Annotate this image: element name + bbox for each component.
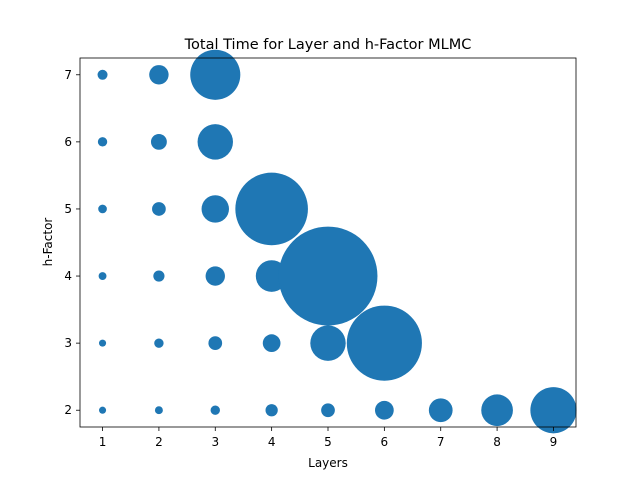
bubble-point [235, 172, 308, 246]
bubble-point [208, 336, 223, 350]
bubble-point [154, 338, 164, 348]
bubble-point [201, 195, 229, 223]
bubble-point [153, 270, 165, 282]
bubble-point [205, 266, 225, 286]
x-tick-label: 3 [211, 435, 219, 449]
bubble-point [197, 124, 233, 160]
bubble-point [99, 406, 107, 414]
bubble-point [310, 325, 346, 361]
bubble-point [190, 49, 241, 100]
y-tick-label: 7 [64, 68, 72, 82]
bubble-layer [97, 49, 577, 434]
x-tick-label: 2 [155, 435, 163, 449]
bubble-point [97, 69, 108, 80]
bubble-point [98, 204, 107, 214]
x-tick-label: 8 [493, 435, 501, 449]
bubble-point [374, 400, 394, 420]
bubble-point [278, 226, 378, 326]
x-axis-ticks: 1 2 3 4 5 6 7 8 9 [99, 427, 558, 449]
y-tick-label: 2 [64, 403, 72, 417]
bubble-point [346, 305, 422, 381]
y-tick-label: 3 [64, 336, 72, 350]
bubble-point [262, 334, 281, 352]
x-tick-label: 4 [268, 435, 276, 449]
x-axis-label: Layers [308, 456, 348, 470]
bubble-point [152, 202, 166, 216]
bubble-point [481, 394, 513, 427]
bubble-point [321, 403, 335, 418]
bubble-point [97, 137, 108, 147]
chart-title: Total Time for Layer and h-Factor MLMC [184, 37, 472, 53]
y-tick-label: 4 [64, 269, 72, 283]
x-tick-label: 6 [381, 435, 389, 449]
bubble-point [149, 65, 169, 85]
y-axis-ticks: 2 3 4 5 6 7 [64, 68, 80, 417]
bubble-point [99, 339, 107, 347]
y-tick-label: 6 [64, 135, 72, 149]
x-tick-label: 5 [324, 435, 332, 449]
bubble-point [428, 398, 453, 423]
x-tick-label: 9 [550, 435, 558, 449]
y-axis-label: h-Factor [41, 218, 55, 267]
x-tick-label: 1 [99, 435, 107, 449]
bubble-point [210, 405, 220, 415]
y-tick-label: 5 [64, 202, 72, 216]
bubble-point [150, 133, 167, 150]
bubble-point [530, 387, 577, 434]
bubble-point [265, 404, 278, 417]
bubble-point [154, 406, 163, 415]
x-tick-label: 7 [437, 435, 445, 449]
bubble-point [98, 272, 107, 281]
